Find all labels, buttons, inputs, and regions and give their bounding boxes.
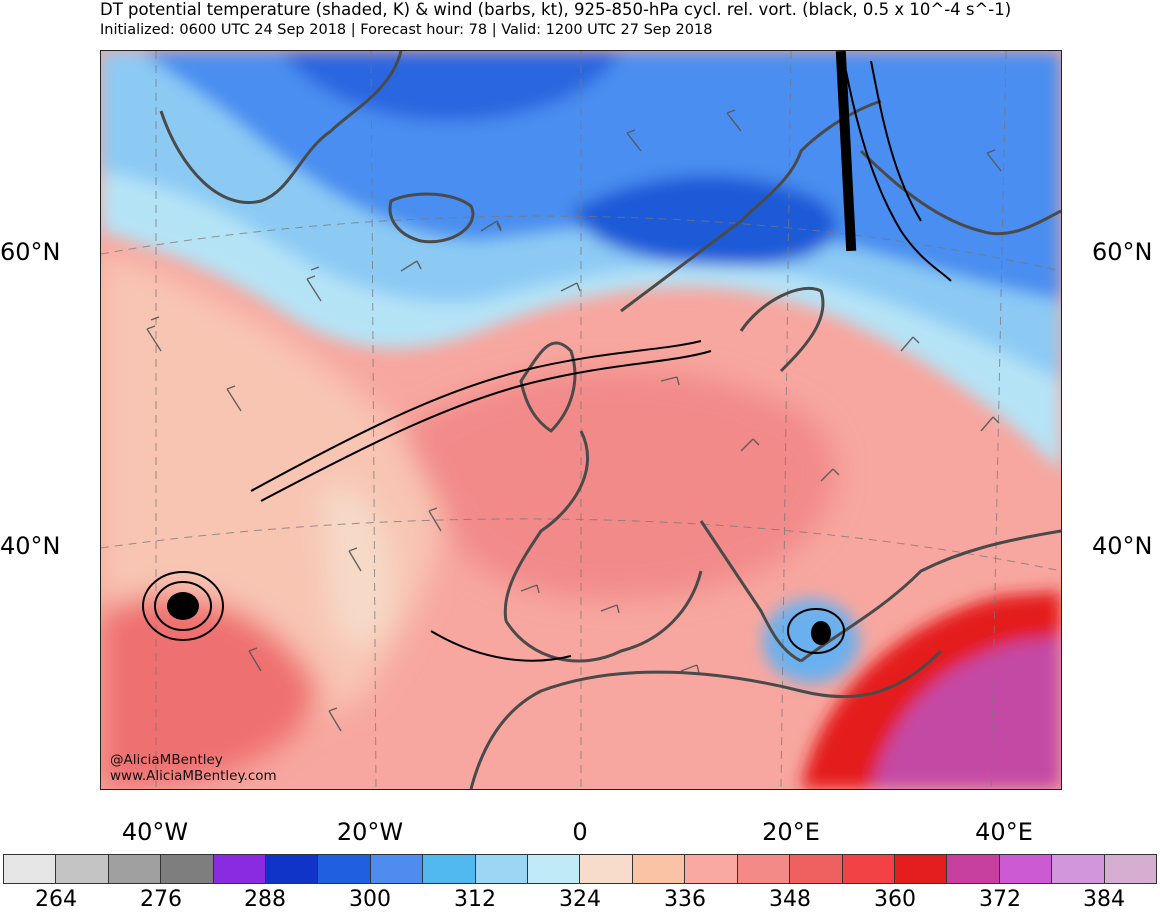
aegean-core: [811, 621, 831, 645]
wind-barbs: [146, 109, 1002, 732]
colorbar-cell: [423, 855, 476, 883]
colorbar: [3, 854, 1157, 884]
hurricane-contour-mid: [154, 581, 212, 631]
colorbar-cell: [266, 855, 319, 883]
coast-iberia: [504, 570, 703, 663]
lat-label-60n-left: 60°N: [0, 238, 61, 266]
map-panel[interactable]: [100, 50, 1062, 790]
arctic-core-band: [835, 51, 857, 252]
colorbar-cell: [475, 855, 529, 883]
colorbar-cell: [842, 855, 895, 883]
map-title: DT potential temperature (shaded, K) & w…: [100, 0, 1012, 19]
aegean-contour: [787, 608, 845, 654]
colorbar-tick-label: 384: [1083, 887, 1125, 912]
colorbar-tick-label: 372: [979, 887, 1021, 912]
hurricane-core: [167, 592, 199, 620]
colorbar-tick-label: 324: [559, 887, 601, 912]
colorbar-cell: [580, 855, 633, 883]
colorbar-tick-label: 288: [244, 887, 286, 912]
colorbar-tick-label: 336: [664, 887, 706, 912]
coastlines: [159, 51, 1061, 789]
colorbar-cell: [161, 855, 214, 883]
lat-label-40n-left: 40°N: [0, 532, 61, 560]
colorbar-tick-label: 348: [769, 887, 811, 912]
colorbar-cell: [108, 855, 162, 883]
lat-label-40n-right: 40°N: [1092, 532, 1153, 560]
colorbar-cell: [685, 855, 738, 883]
credit-handle: @AliciaMBentley: [110, 752, 223, 768]
coast-iceland: [388, 192, 475, 244]
colorbar-tick-label: 264: [35, 887, 77, 912]
map-subtitle: Initialized: 0600 UTC 24 Sep 2018 | Fore…: [100, 22, 713, 38]
warm-core-iberia: [401, 368, 836, 599]
lon-label: 20°E: [762, 818, 820, 846]
colorbar-cell: [947, 855, 1000, 883]
coast-italy: [699, 520, 802, 663]
lon-label: 40°W: [121, 818, 189, 846]
colorbar-cell: [213, 855, 267, 883]
colorbar-cell: [999, 855, 1053, 883]
arctic-contour-2: [870, 60, 922, 222]
graticule: [101, 51, 1061, 789]
colorbar-cell: [790, 855, 843, 883]
hot-purple-region: [871, 636, 1061, 789]
lon-label: 20°W: [336, 818, 404, 846]
colorbar-cell: [1052, 855, 1105, 883]
colorbar-tick-label: 312: [454, 887, 496, 912]
coast-britain: [519, 341, 577, 433]
frontal-contour: [250, 340, 702, 492]
colorbar-cell: [4, 855, 57, 883]
colorbar-cell: [318, 855, 371, 883]
arctic-contour: [845, 70, 952, 282]
colorbar-tick-label: 300: [349, 887, 391, 912]
lon-label: 0: [572, 818, 588, 846]
colorbar-tick-label: 276: [140, 887, 182, 912]
credit-website: www.AliciaMBentley.com: [110, 768, 277, 784]
coast-east-europe: [800, 529, 1061, 663]
iberian-contour: [430, 630, 572, 662]
vorticity-contours: [142, 60, 952, 662]
cold-pool-aegean: [763, 599, 859, 683]
hurricane-contour-outer: [142, 571, 224, 641]
lon-label: 40°E: [975, 818, 1033, 846]
colorbar-cell: [737, 855, 791, 883]
colorbar-tick-label: 360: [874, 887, 916, 912]
colorbar-cell: [632, 855, 686, 883]
colorbar-cell: [56, 855, 109, 883]
coast-greenland: [159, 51, 403, 204]
colorbar-cell: [1104, 855, 1156, 883]
colorbar-cell: [894, 855, 948, 883]
coast-europe-west: [503, 430, 589, 622]
colorbar-cell: [370, 855, 424, 883]
colorbar-cell: [528, 855, 581, 883]
coast-russia-north: [859, 149, 1061, 236]
coast-africa: [469, 649, 943, 789]
coast-baltic: [739, 286, 825, 373]
lat-label-60n-right: 60°N: [1092, 238, 1153, 266]
coast-scandinavia: [620, 99, 882, 313]
frontal-contour-inner: [260, 350, 712, 502]
